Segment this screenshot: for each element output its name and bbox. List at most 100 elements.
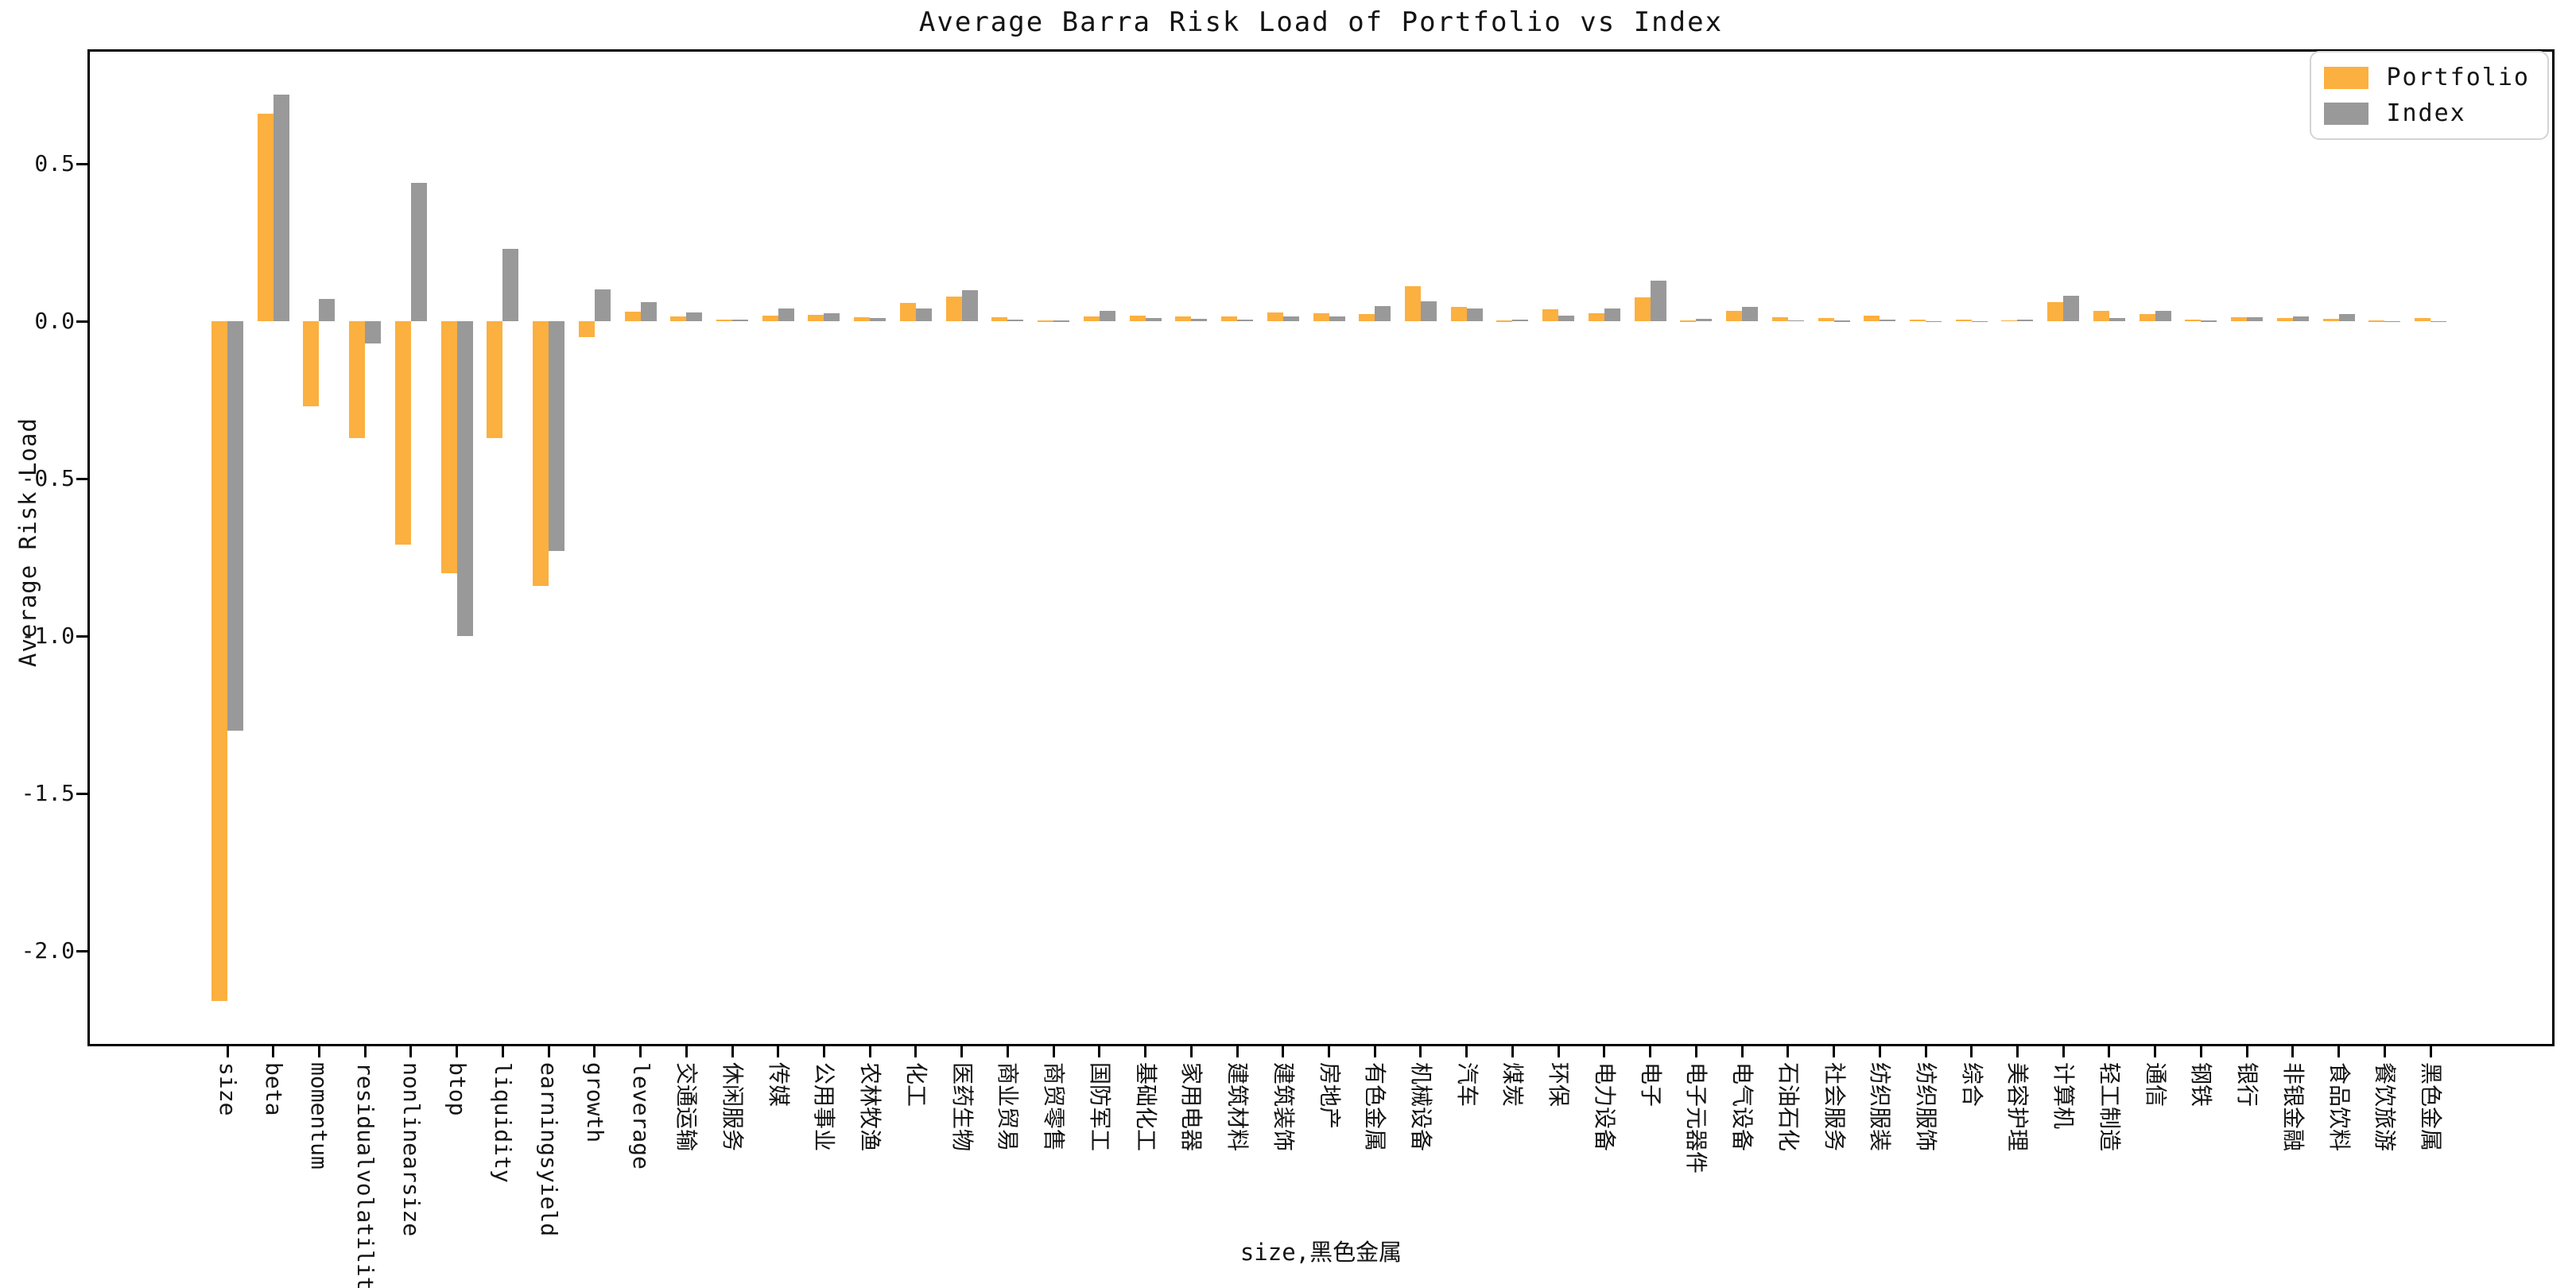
xtick-label-综合: 综合 [1958,1062,1985,1108]
bar-index-电子元器件 [1696,318,1713,321]
xtick-mark-12 [777,1046,780,1057]
bar-index-leverage [640,302,657,321]
bar-index-钢铁 [2201,320,2217,322]
bar-index-机械设备 [1420,301,1437,321]
bar-portfolio-黑色金属 [2415,318,2431,321]
bar-index-石油石化 [1787,320,1804,322]
xtick-mark-17 [1006,1046,1009,1057]
xtick-label-餐饮旅游: 餐饮旅游 [2372,1062,2399,1152]
xtick-mark-25 [1373,1046,1376,1057]
bar-index-医药生物 [961,290,978,321]
bar-portfolio-纺织服装 [1864,316,1880,321]
bar-portfolio-交通运输 [670,316,687,321]
xtick-mark-30 [1603,1046,1606,1057]
bar-portfolio-国防军工 [1083,316,1100,321]
bar-index-休闲服务 [732,320,749,321]
bar-index-社会服务 [1833,320,1850,322]
xtick-label-有色金属: 有色金属 [1362,1062,1389,1152]
bar-index-美容护理 [2017,320,2034,321]
xtick-label-医药生物: 医药生物 [949,1062,976,1152]
xtick-mark-40 [2062,1046,2065,1057]
xtick-mark-43 [2199,1046,2202,1057]
ytick-label--2.0: -2.0 [21,937,75,964]
bar-index-汽车 [1466,308,1483,321]
xtick-mark-13 [822,1046,825,1057]
xtick-label-earningsyield: earningsyield [536,1062,563,1237]
xtick-label-基础化工: 基础化工 [1132,1062,1159,1152]
bar-index-earningsyield [549,321,565,552]
xtick-mark-48 [2429,1046,2432,1057]
xtick-label-建筑装饰: 建筑装饰 [1270,1062,1297,1152]
xtick-label-传媒: 传媒 [765,1062,792,1108]
xtick-label-家用电器: 家用电器 [1178,1062,1205,1152]
bar-index-电力设备 [1604,308,1620,321]
bar-index-非银金融 [2292,316,2309,321]
xtick-label-beta: beta [260,1062,287,1116]
xtick-mark-3 [363,1046,367,1057]
ytick-label-0.0: 0.0 [34,308,75,334]
xtick-label-汽车: 汽车 [1453,1062,1480,1108]
portfolio-swatch-icon [2324,66,2369,89]
xtick-mark-42 [2154,1046,2157,1057]
xtick-label-建筑材料: 建筑材料 [1224,1062,1251,1152]
bar-index-房地产 [1329,316,1345,321]
xtick-mark-28 [1511,1046,1514,1057]
bar-portfolio-银行 [2231,317,2248,321]
index-swatch-icon [2324,102,2369,125]
xtick-mark-5 [456,1046,459,1057]
bar-index-btop [456,321,473,636]
xtick-label-食品饮料: 食品饮料 [2326,1062,2353,1152]
ytick-mark--1.0 [76,634,87,638]
bar-portfolio-电力设备 [1588,312,1604,321]
bar-portfolio-医药生物 [945,297,962,321]
bar-portfolio-建筑装饰 [1267,312,1283,321]
xtick-label-leverage: leverage [627,1062,654,1170]
xtick-mark-33 [1740,1046,1744,1057]
bar-index-银行 [2247,316,2264,321]
xtick-mark-37 [1924,1046,1927,1057]
xtick-mark-9 [639,1046,642,1057]
ytick-label--0.5: -0.5 [21,465,75,491]
xtick-label-农林牧渔: 农林牧渔 [857,1062,884,1152]
xtick-mark-46 [2337,1046,2341,1057]
bar-portfolio-size [211,321,227,1002]
bar-portfolio-汽车 [1450,306,1467,321]
xtick-mark-6 [501,1046,504,1057]
bar-index-建筑材料 [1237,319,1254,321]
bar-index-纺织服饰 [1926,320,1942,323]
bar-index-煤炭 [1512,319,1529,321]
xtick-label-黑色金属: 黑色金属 [2418,1062,2445,1152]
bar-portfolio-有色金属 [1359,314,1375,321]
bar-portfolio-beta [257,113,274,321]
bar-portfolio-非银金融 [2276,318,2293,321]
xtick-label-化工: 化工 [902,1062,929,1108]
xtick-mark-19 [1098,1046,1101,1057]
bar-index-商业贸易 [1007,320,1024,321]
bar-portfolio-计算机 [2047,301,2064,321]
bar-portfolio-机械设备 [1404,286,1421,321]
bar-portfolio-商贸零售 [1038,320,1054,322]
xtick-mark-0 [226,1046,229,1057]
bar-portfolio-家用电器 [1175,316,1192,321]
xtick-label-交通运输: 交通运输 [673,1062,700,1152]
bar-portfolio-餐饮旅游 [2368,320,2385,322]
xtick-label-煤炭: 煤炭 [1499,1062,1527,1108]
xtick-mark-2 [317,1046,320,1057]
bar-portfolio-纺织服饰 [1910,320,1926,321]
xtick-mark-45 [2291,1046,2295,1057]
xtick-mark-1 [272,1046,275,1057]
xtick-mark-41 [2108,1046,2111,1057]
bar-index-化工 [915,308,932,321]
bar-portfolio-传媒 [762,316,778,321]
bar-index-公用事业 [824,313,840,321]
bar-index-环保 [1558,316,1575,321]
bar-portfolio-基础化工 [1129,315,1146,321]
xtick-label-通信: 通信 [2142,1062,2169,1108]
bar-portfolio-leverage [624,312,641,321]
ytick-label--1.5: -1.5 [21,780,75,806]
bar-portfolio-btop [440,321,457,573]
xtick-label-轻工制造: 轻工制造 [2096,1062,2123,1152]
xtick-label-石油石化: 石油石化 [1775,1062,1802,1152]
chart-title: Average Barra Risk Load of Portfolio vs … [918,6,1724,38]
xtick-mark-11 [731,1046,734,1057]
